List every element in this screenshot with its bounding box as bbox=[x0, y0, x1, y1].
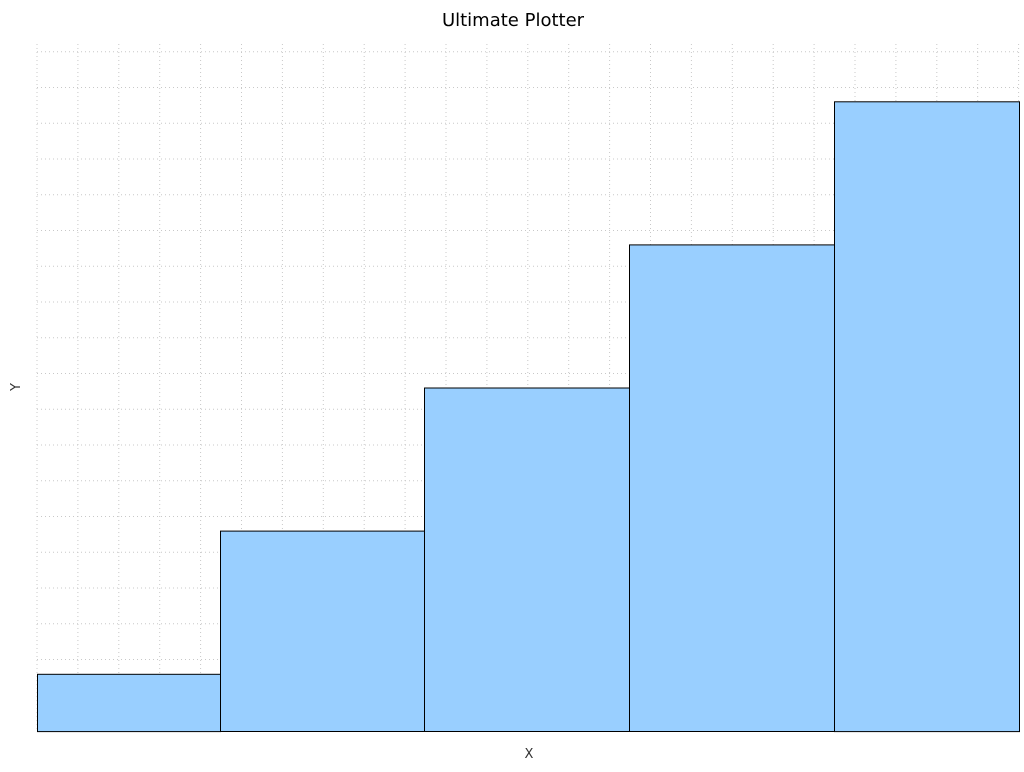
bar-1 bbox=[37, 673, 221, 733]
bar-3 bbox=[424, 387, 630, 732]
bar-4 bbox=[629, 244, 835, 732]
chart-title: Ultimate Plotter bbox=[442, 10, 585, 31]
bar-2 bbox=[220, 530, 425, 732]
bars bbox=[37, 101, 1020, 733]
bar-5 bbox=[834, 101, 1020, 733]
x-axis-label: X bbox=[525, 747, 534, 762]
y-axis-label: Y bbox=[9, 383, 24, 392]
